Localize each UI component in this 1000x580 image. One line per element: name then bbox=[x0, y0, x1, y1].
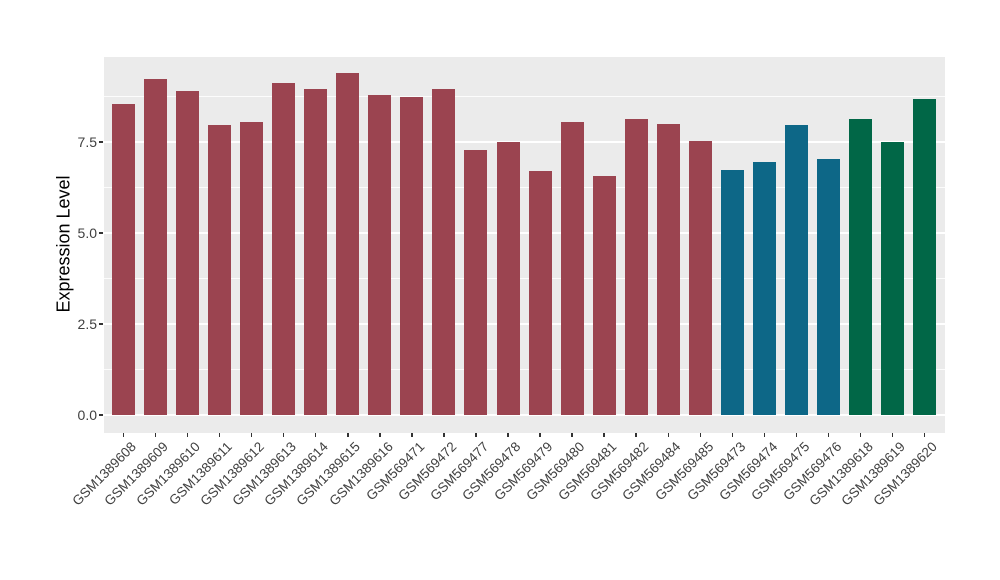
x-tick-mark bbox=[699, 433, 702, 437]
y-axis-title: Expression Level bbox=[53, 175, 74, 313]
y-tick-label: 7.5 bbox=[77, 133, 97, 150]
y-tick-mark bbox=[99, 232, 103, 234]
minor-gridline bbox=[104, 96, 945, 97]
bar-GSM569482 bbox=[624, 119, 648, 415]
x-tick-mark bbox=[603, 433, 605, 437]
major-gridline bbox=[104, 232, 945, 234]
major-gridline bbox=[104, 414, 945, 416]
x-tick-mark bbox=[571, 433, 573, 437]
x-tick-mark bbox=[218, 433, 221, 437]
bar-GSM569479 bbox=[528, 170, 552, 415]
bar-GSM569476 bbox=[817, 159, 840, 415]
x-tick-mark bbox=[347, 433, 349, 437]
y-tick-mark bbox=[99, 414, 103, 416]
minor-gridline bbox=[104, 369, 945, 370]
y-tick-mark bbox=[99, 141, 103, 143]
x-tick-mark bbox=[763, 433, 766, 437]
x-tick-mark bbox=[795, 433, 798, 437]
bar-GSM1389612 bbox=[240, 121, 264, 415]
x-tick-mark bbox=[411, 433, 413, 437]
bar-GSM1389618 bbox=[849, 119, 873, 415]
bar-GSM1389608 bbox=[111, 103, 135, 415]
bar-GSM1389619 bbox=[881, 141, 905, 415]
y-tick-label: 5.0 bbox=[77, 224, 97, 241]
x-tick-mark bbox=[731, 433, 734, 437]
minor-gridline bbox=[104, 187, 945, 188]
y-tick-label: 2.5 bbox=[77, 315, 97, 332]
bar-GSM569481 bbox=[592, 175, 616, 415]
minor-gridline bbox=[104, 278, 945, 279]
x-tick-mark bbox=[507, 433, 509, 437]
x-tick-mark bbox=[154, 433, 157, 437]
x-tick-mark bbox=[891, 433, 894, 437]
bar-GSM569478 bbox=[496, 142, 520, 415]
bar-GSM569473 bbox=[720, 169, 744, 415]
x-tick-mark bbox=[539, 433, 541, 437]
y-tick-label: 0.0 bbox=[77, 406, 97, 423]
bar-GSM569474 bbox=[752, 162, 776, 415]
x-tick-mark bbox=[827, 433, 830, 437]
bar-GSM569484 bbox=[656, 123, 680, 415]
x-tick-mark bbox=[282, 433, 285, 437]
bar-GSM1389611 bbox=[208, 124, 232, 415]
bar-GSM569471 bbox=[400, 96, 424, 415]
x-tick-mark bbox=[250, 433, 253, 437]
y-tick-mark bbox=[99, 323, 103, 325]
bar-GSM1389614 bbox=[304, 88, 328, 415]
x-tick-mark bbox=[635, 433, 637, 437]
x-tick-mark bbox=[379, 433, 381, 437]
plot-panel bbox=[104, 57, 945, 433]
bar-GSM1389620 bbox=[913, 99, 937, 415]
bar-GSM1389609 bbox=[143, 79, 167, 415]
bar-GSM569485 bbox=[688, 140, 712, 415]
bar-GSM1389613 bbox=[272, 83, 296, 415]
major-gridline bbox=[104, 141, 945, 143]
x-tick-mark bbox=[859, 433, 862, 437]
bar-GSM569475 bbox=[784, 124, 808, 415]
x-tick-mark bbox=[186, 433, 189, 437]
bar-GSM1389616 bbox=[368, 94, 392, 415]
x-tick-mark bbox=[667, 433, 669, 437]
bar-GSM569477 bbox=[464, 150, 488, 415]
bar-GSM1389610 bbox=[176, 91, 199, 415]
bar-GSM569480 bbox=[560, 121, 584, 415]
x-tick-mark bbox=[443, 433, 445, 437]
x-tick-mark bbox=[475, 433, 477, 437]
major-gridline bbox=[104, 323, 945, 325]
bar-GSM569472 bbox=[432, 89, 456, 415]
bar-GSM1389615 bbox=[336, 73, 360, 415]
x-tick-mark bbox=[122, 433, 125, 437]
x-tick-mark bbox=[314, 433, 317, 437]
x-tick-mark bbox=[923, 433, 926, 437]
